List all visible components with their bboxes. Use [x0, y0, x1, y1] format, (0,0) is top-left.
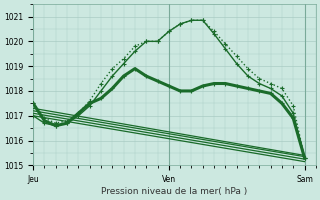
X-axis label: Pression niveau de la mer( hPa ): Pression niveau de la mer( hPa ) — [101, 187, 248, 196]
